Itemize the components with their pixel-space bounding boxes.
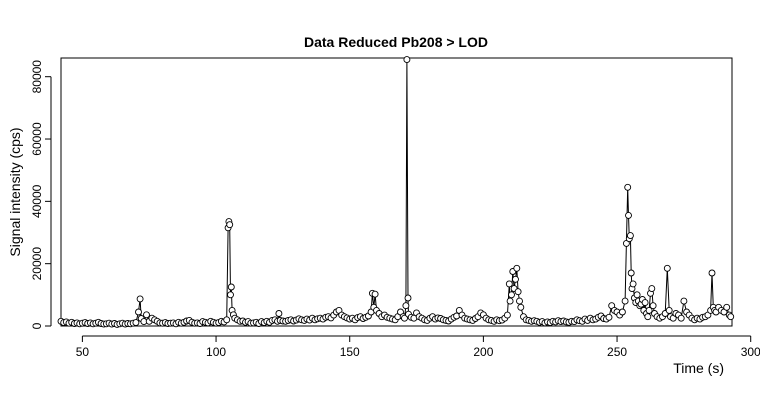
data-point: [514, 288, 522, 296]
data-point: [625, 211, 632, 219]
data-point: [503, 311, 511, 319]
x-tick-label: 300: [741, 345, 760, 359]
data-point: [508, 291, 515, 299]
data-point: [404, 294, 412, 302]
data-point: [517, 303, 525, 311]
x-tick-label: 50: [76, 345, 90, 359]
data-point: [513, 264, 521, 272]
y-tick-label: 40000: [30, 184, 44, 218]
y-tick-label: 80000: [30, 60, 44, 94]
data-point: [680, 297, 688, 305]
data-point: [402, 302, 410, 310]
data-point: [143, 311, 150, 319]
data-point: [226, 221, 234, 229]
data-point: [135, 308, 142, 316]
data-point: [627, 269, 635, 277]
data-point: [621, 297, 629, 305]
data-point: [227, 291, 234, 299]
data-point: [624, 183, 632, 191]
data-point: [641, 299, 649, 307]
data-point: [677, 314, 685, 322]
data-point: [401, 314, 408, 322]
x-tick-label: 250: [607, 345, 627, 359]
data-point: [727, 313, 735, 321]
x-tick-label: 100: [206, 345, 226, 359]
y-tick-label: 0: [30, 322, 44, 329]
data-point: [723, 303, 731, 311]
data-point: [506, 297, 514, 305]
data-point: [275, 310, 283, 317]
y-axis-title: Signal intensity (cps): [7, 127, 23, 256]
data-point: [132, 319, 140, 327]
data-point: [618, 308, 626, 316]
data-point: [371, 290, 379, 298]
data-point: [633, 291, 641, 299]
series-points: [57, 56, 735, 328]
x-tick-label: 200: [473, 345, 493, 359]
x-axis: 50 100 150 200 250 300: [76, 335, 760, 359]
data-point: [665, 306, 673, 314]
x-axis-title: Time (s): [673, 360, 724, 376]
y-axis: 0 20000 40000 60000 80000: [30, 60, 52, 329]
data-point: [605, 313, 613, 321]
data-point: [223, 316, 231, 324]
data-point: [644, 313, 652, 321]
data-point: [512, 275, 519, 283]
data-point: [629, 280, 637, 288]
data-point: [403, 56, 411, 64]
data-point: [136, 295, 144, 303]
data-point: [505, 280, 513, 288]
data-point: [645, 306, 653, 314]
x-tick-label: 150: [340, 345, 360, 359]
plot-frame: [60, 57, 733, 327]
chart-title: Data Reduced Pb208 > LOD: [304, 34, 488, 50]
y-tick-label: 20000: [30, 247, 44, 281]
data-point: [649, 302, 657, 310]
y-tick-label: 60000: [30, 122, 44, 156]
data-point: [663, 264, 671, 272]
data-point: [626, 232, 634, 240]
data-point: [516, 297, 523, 305]
data-point: [708, 269, 716, 277]
data-point: [227, 283, 235, 291]
data-point: [648, 285, 656, 293]
